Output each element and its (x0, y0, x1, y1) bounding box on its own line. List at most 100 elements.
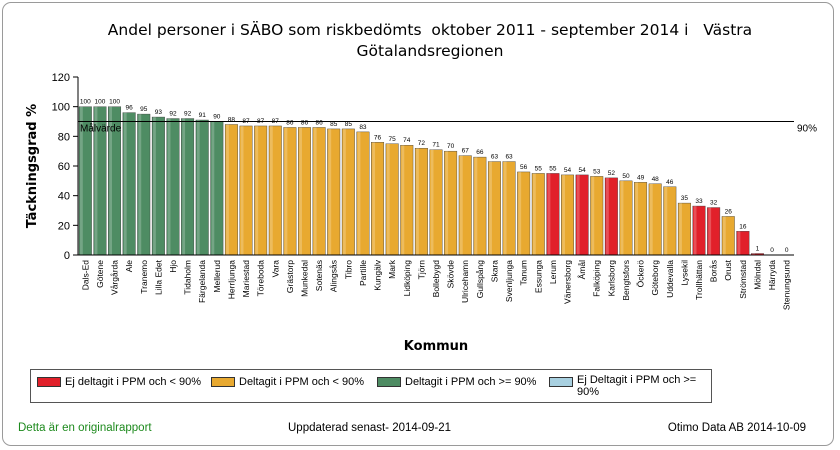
data-label: 55 (549, 165, 557, 172)
data-label: 100 (80, 99, 91, 106)
bar-highlight (649, 183, 653, 255)
category-label: Lidköping (402, 260, 412, 297)
bar-highlight (109, 106, 113, 256)
updated-date: Uppdaterad senast- 2014-09-21 (288, 422, 452, 434)
data-label: 56 (520, 164, 528, 171)
data-label: 75 (389, 136, 397, 143)
bar-highlight (182, 118, 186, 256)
bar-highlight (240, 125, 244, 255)
bar-highlight (459, 155, 463, 255)
data-label: 92 (169, 111, 177, 118)
category-label: Härryda (767, 260, 777, 291)
bar-highlight (679, 203, 682, 255)
data-label: 1 (756, 246, 760, 253)
bar-highlight (138, 114, 142, 255)
bar-highlight (576, 174, 580, 255)
y-axis-label: Täckningsgrad % (25, 104, 40, 228)
data-label: 46 (666, 179, 674, 186)
data-label: 70 (447, 143, 455, 150)
data-label: 0 (785, 247, 789, 254)
bar-highlight (343, 128, 346, 255)
legend: Ej deltagit i PPM och < 90% Deltagit i P… (30, 369, 712, 403)
category-label: Vänersborg (563, 260, 573, 304)
bar-highlight (94, 106, 98, 256)
y-tick-label: 0 (64, 250, 70, 262)
data-label: 53 (593, 168, 601, 175)
bar-highlight (313, 127, 317, 255)
data-label: 74 (403, 137, 411, 144)
bar-highlight (489, 161, 492, 255)
category-label: Mark (387, 259, 397, 279)
data-label: 83 (359, 124, 367, 131)
data-label: 63 (491, 154, 499, 161)
data-label: 49 (637, 174, 645, 181)
reference-line-label: Målvärde (80, 123, 122, 135)
category-label: Trollhättan (694, 260, 704, 300)
category-label: Karlsborg (606, 260, 616, 297)
category-label: Färgelanda (197, 260, 207, 303)
category-label: Ale (124, 260, 134, 273)
y-tick-label: 40 (58, 191, 70, 203)
category-label: Partille (358, 260, 368, 286)
chart-title: Andel personer i SÄBO som riskbedömts ok… (107, 21, 758, 60)
category-label: Grästorp (285, 260, 295, 293)
bar-highlight (299, 127, 302, 255)
bar-highlight (372, 142, 376, 255)
category-label: Orust (723, 259, 733, 280)
category-label: Mellerud (212, 260, 222, 293)
category-label: Tjörn (416, 260, 426, 280)
category-label: Essunga (533, 260, 543, 293)
data-label: 93 (155, 109, 163, 116)
bar-highlight (328, 128, 332, 255)
data-label: 95 (140, 106, 148, 113)
data-label: 35 (681, 195, 689, 202)
data-label: 63 (505, 154, 513, 161)
data-label: 72 (418, 140, 426, 147)
data-label: 32 (710, 200, 718, 207)
data-label: 50 (622, 173, 630, 180)
reference-line-value: 90% (797, 124, 817, 135)
bar-highlight (664, 186, 668, 255)
category-label: Töreboda (256, 260, 266, 297)
data-label: 55 (535, 165, 543, 172)
data-label: 96 (126, 105, 134, 112)
data-label: 92 (184, 111, 192, 118)
category-label: Borås (709, 260, 719, 282)
category-label: Dals-Ed (80, 260, 90, 291)
x-axis-label: Kommun (404, 339, 468, 354)
category-label: Uddevalla (665, 260, 675, 298)
category-label: Lerum (548, 260, 558, 284)
data-label: 86 (286, 119, 294, 126)
legend-swatch-orange (211, 377, 235, 387)
legend-swatch-lightblue (549, 377, 573, 387)
category-label: Åmål (577, 260, 587, 279)
bar-highlight (620, 180, 624, 255)
data-label: 48 (652, 176, 660, 183)
data-label: 85 (330, 121, 338, 128)
bar-highlight (737, 231, 741, 255)
data-label: 88 (228, 116, 236, 123)
category-label: Öckerö (636, 260, 646, 288)
category-label: Falköping (592, 260, 602, 297)
category-label: Mölndal (752, 260, 762, 290)
bar-highlight (401, 145, 405, 255)
data-label: 71 (432, 142, 440, 149)
category-label: Hjo (168, 260, 178, 273)
bar-highlight (445, 151, 449, 255)
category-label: Vårgårda (110, 260, 120, 295)
legend-label-lightblue: Ej Deltagit i PPM och >= 90% (577, 374, 697, 398)
y-tick-label: 80 (58, 131, 70, 143)
data-label: 90 (213, 114, 221, 121)
legend-label-green: Deltagit i PPM och >= 90% (405, 376, 537, 388)
y-tick-label: 60 (58, 161, 70, 173)
category-label: Tranemo (139, 260, 149, 294)
data-label: 0 (770, 247, 774, 254)
bar-highlight (430, 149, 434, 255)
bar-highlight (606, 177, 609, 255)
y-tick-label: 20 (58, 220, 70, 232)
publisher-date: Otimo Data AB 2014-10-09 (667, 422, 806, 434)
category-label: Lysekil (679, 260, 689, 286)
bar-highlight (196, 120, 200, 256)
bar-highlight (693, 206, 697, 255)
